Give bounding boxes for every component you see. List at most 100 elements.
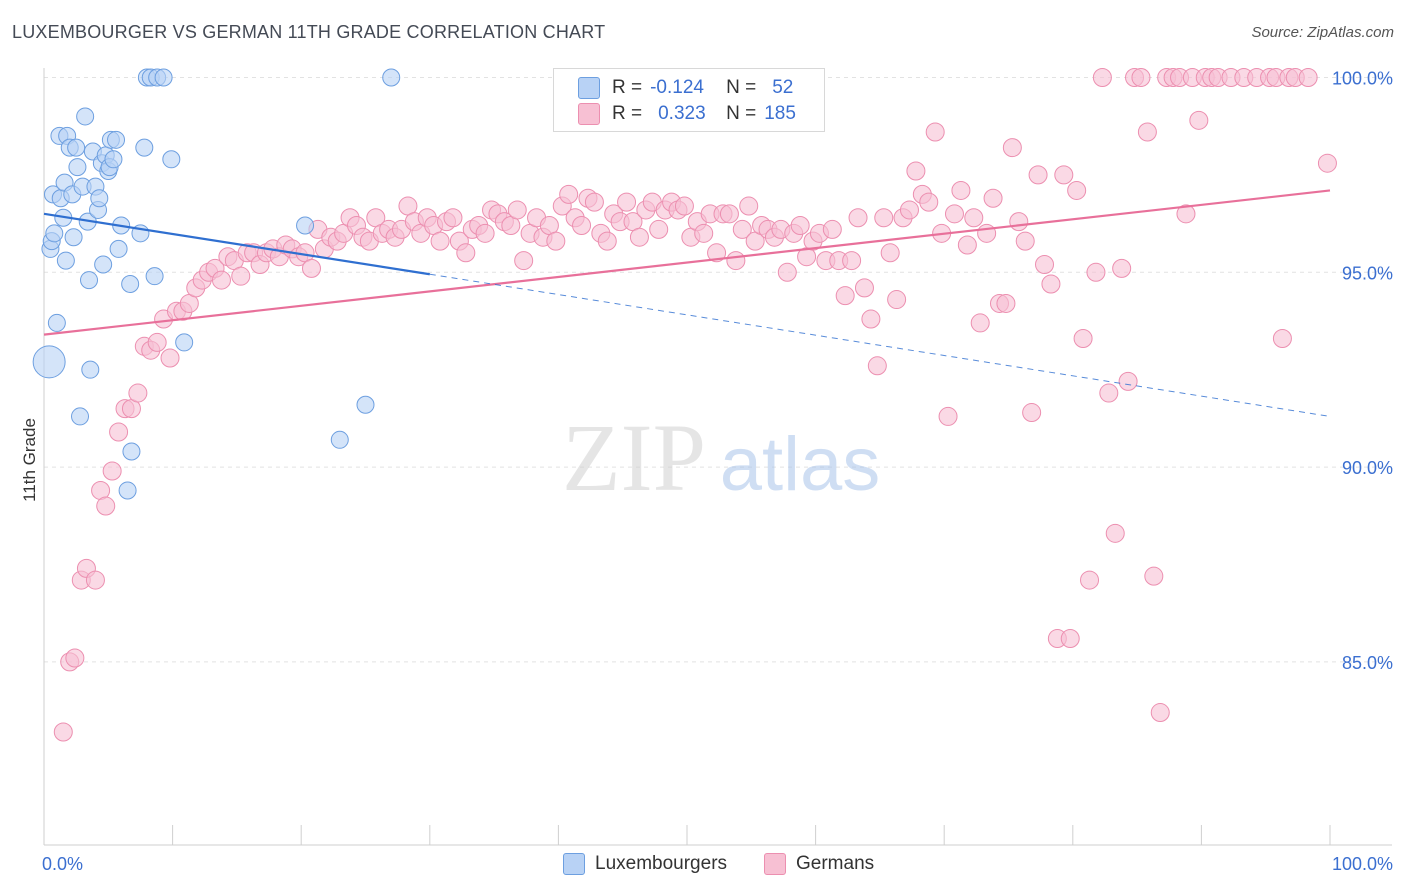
n-value-germans: 185 — [764, 103, 796, 124]
germans-point — [739, 196, 759, 216]
bottom-legend-germans[interactable]: Germans — [764, 852, 874, 876]
germans-point — [629, 227, 649, 247]
germans-point — [1080, 570, 1100, 590]
source-note: Source: ZipAtlas.com — [1251, 24, 1394, 41]
luxembourgers-point — [162, 150, 181, 169]
germans-point — [1298, 67, 1318, 87]
luxembourgers-point — [45, 224, 64, 243]
luxembourgers-point — [90, 189, 109, 208]
luxembourgers-point — [104, 150, 123, 169]
axes — [43, 68, 1392, 846]
luxembourgers-trend-line — [43, 212, 430, 276]
germans-point — [430, 231, 450, 251]
germans-point — [475, 223, 495, 243]
germans-point — [880, 243, 900, 263]
germans-point — [983, 188, 1003, 208]
n-label: N = — [726, 103, 757, 124]
tick-labels: 85.0% 90.0% 95.0% 100.0% 0.0% 100.0% — [42, 68, 1393, 874]
watermark-zip: ZIP — [562, 404, 706, 511]
germans-point — [996, 293, 1016, 313]
germans-point — [867, 356, 887, 376]
germans-point — [160, 348, 180, 368]
germans-point — [1073, 329, 1093, 349]
germans-point — [1176, 204, 1196, 224]
luxembourgers-swatch — [578, 77, 600, 99]
germans-point — [1099, 383, 1119, 403]
germans-point — [964, 208, 984, 228]
luxembourgers-point — [175, 333, 194, 352]
luxembourgers-point — [76, 107, 95, 126]
r-value-germans: 0.323 — [658, 103, 706, 124]
x-tick-label: 0.0% — [42, 854, 83, 874]
germans-point — [1022, 403, 1042, 423]
bottom-legend-luxembourgers[interactable]: Luxembourgers — [563, 852, 727, 876]
germans-point — [85, 570, 105, 590]
germans-point — [102, 461, 122, 481]
luxembourgers-point — [296, 216, 315, 235]
germans-point — [874, 208, 894, 228]
germans-point — [128, 383, 148, 403]
germans-point — [507, 200, 527, 220]
germans-point — [951, 180, 971, 200]
germans-point — [456, 243, 476, 263]
germans-point — [1118, 371, 1138, 391]
germans-point — [726, 251, 746, 271]
germans-point — [649, 219, 669, 239]
germans-point — [617, 192, 637, 212]
germans-point — [1112, 258, 1132, 278]
germans-point — [970, 313, 990, 333]
germans-point — [1015, 231, 1035, 251]
trend-lines — [43, 189, 1331, 417]
luxembourgers-point — [81, 360, 100, 379]
germans-point — [1028, 165, 1048, 185]
germans-point — [777, 262, 797, 282]
y-tick-label: 95.0% — [1342, 263, 1393, 283]
germans-point — [53, 722, 73, 742]
germans-point — [572, 216, 592, 236]
y-tick-label: 100.0% — [1332, 68, 1393, 88]
germans-point — [944, 204, 964, 224]
luxembourgers-point — [107, 130, 126, 149]
germans-point — [1317, 153, 1337, 173]
germans-legend-swatch — [764, 853, 786, 875]
germans-point — [597, 231, 617, 251]
r-label: R = — [612, 103, 643, 124]
luxembourgers-point — [68, 158, 87, 177]
chart-title: LUXEMBOURGER VS GERMAN 11TH GRADE CORREL… — [12, 22, 606, 42]
luxembourgers-point — [32, 345, 66, 379]
germans-point — [1067, 180, 1087, 200]
watermark: ZIP atlas — [562, 404, 880, 511]
germans-point — [514, 251, 534, 271]
germans-legend-label: Germans — [796, 853, 875, 874]
germans-point — [443, 208, 463, 228]
germans-point — [854, 278, 874, 298]
germans-point — [1189, 110, 1209, 130]
luxembourgers-point — [64, 228, 83, 247]
germans-point — [906, 161, 926, 181]
luxembourgers-point — [382, 68, 401, 87]
germans-point — [1086, 262, 1106, 282]
germans-point — [919, 192, 939, 212]
germans-point — [559, 184, 579, 204]
germans-point — [546, 231, 566, 251]
germans-point — [1105, 523, 1125, 543]
luxembourgers-point — [56, 251, 75, 270]
x-tick-label: 100.0% — [1332, 854, 1393, 874]
luxembourgers-point — [118, 481, 137, 500]
germans-point — [301, 258, 321, 278]
germans-point — [231, 266, 251, 286]
luxembourgers-point — [47, 313, 66, 332]
luxembourgers-point — [121, 274, 140, 293]
germans-point — [211, 270, 231, 290]
luxembourgers-point — [330, 430, 349, 449]
legend-row-luxembourgers: R = -0.124 N = 52 — [578, 76, 793, 100]
germans-point — [1092, 67, 1112, 87]
n-value-luxembourgers: 52 — [772, 77, 794, 98]
germans-point — [732, 219, 752, 239]
luxembourgers-legend-swatch — [563, 853, 585, 875]
germans-point — [1035, 254, 1055, 274]
n-label: N = — [726, 77, 757, 98]
germans-point — [694, 223, 714, 243]
germans-point — [899, 200, 919, 220]
